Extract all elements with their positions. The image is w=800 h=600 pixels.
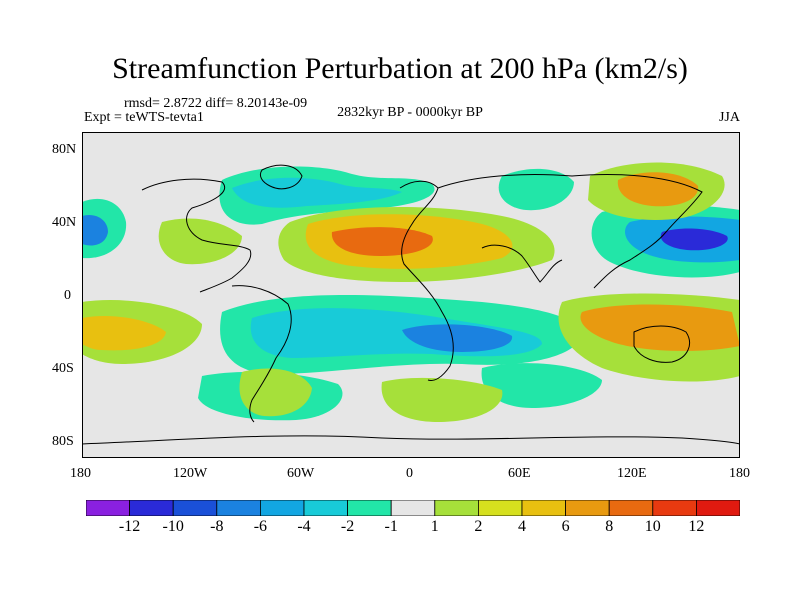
- colorbar-swatch: [216, 500, 261, 516]
- positive-anomaly-asia-core: [617, 172, 699, 207]
- coast-australia: [633, 325, 690, 363]
- negative-anomaly-west-pacific-core: [660, 228, 728, 251]
- colorbar-swatch: [86, 500, 130, 516]
- colorbar-swatch: [129, 500, 174, 516]
- colorbar-swatch: [259, 500, 305, 516]
- colorbar-label: 2: [474, 518, 483, 535]
- rmsd-diff-stats: rmsd= 2.8722 diff= 8.20143e-09: [124, 96, 308, 111]
- negative-anomaly-north-atlantic-core: [232, 177, 402, 208]
- colorbar: [86, 500, 740, 516]
- coast-greenland: [259, 164, 303, 190]
- colorbar-label: 12: [688, 518, 705, 535]
- colorbar-label: -12: [118, 518, 141, 535]
- colorbar-swatch: [303, 500, 348, 516]
- colorbar-swatch: [477, 500, 523, 516]
- contour-fields: [82, 162, 740, 422]
- coast-north-america: [141, 178, 252, 293]
- negative-anomaly-southern-ocean-east: [481, 363, 602, 408]
- colorbar-label: 4: [518, 518, 526, 535]
- colorbar-swatch: [390, 500, 436, 516]
- streamfunction-map: [82, 132, 740, 458]
- negative-anomaly-south-africa-core: [402, 324, 513, 352]
- colorbar-swatch: [347, 500, 392, 516]
- colorbar-label: -4: [297, 518, 311, 535]
- map-frame: [82, 132, 740, 458]
- positive-anomaly-north-america: [158, 218, 242, 265]
- colorbar-swatch: [565, 500, 610, 516]
- lat-tick-label: 0: [64, 288, 71, 303]
- colorbar-label: -2: [340, 518, 355, 535]
- coast-eurasia: [437, 174, 703, 289]
- lon-tick-label: 120E: [617, 466, 647, 481]
- colorbar-swatch: [434, 500, 479, 516]
- season-label: JJA: [718, 110, 740, 125]
- colorbar-swatch: [696, 500, 740, 516]
- colorbar-label: -8: [210, 518, 224, 535]
- lon-tick-label: 0: [406, 466, 413, 481]
- colorbar-label: -1: [384, 518, 398, 535]
- map-canvas: [82, 132, 740, 458]
- colorbar-swatch: [521, 500, 566, 516]
- lon-tick-label: 120W: [173, 466, 208, 481]
- colorbar-label: 10: [644, 518, 661, 535]
- lon-tick-label: 180: [729, 466, 750, 481]
- experiment-label: Expt = teWTS-tevta1: [84, 110, 204, 125]
- coast-india-arabia: [481, 244, 563, 283]
- colorbar-swatch: [172, 500, 218, 516]
- coast-south-america: [231, 285, 292, 423]
- positive-anomaly-south-pacific-west-core: [82, 315, 166, 351]
- positive-anomaly-south-america: [239, 368, 312, 417]
- colorbar-label: 6: [561, 518, 570, 535]
- positive-anomaly-australia-core: [580, 304, 740, 351]
- lon-tick-label: 60E: [508, 466, 531, 481]
- positive-anomaly-sahara-core: [331, 227, 433, 256]
- colorbar-label: -10: [162, 518, 184, 535]
- positive-anomaly-southern-indian: [381, 377, 503, 422]
- lat-tick-label: 80N: [52, 142, 77, 157]
- negative-anomaly-eurasia: [498, 168, 574, 211]
- lat-tick-label: 80S: [52, 434, 74, 449]
- colorbar-swatch: [608, 500, 654, 516]
- colorbar-label: -6: [253, 518, 268, 535]
- lon-tick-label: 60W: [287, 466, 315, 481]
- colorbar-label: 1: [430, 518, 439, 535]
- lat-tick-label: 40N: [52, 215, 77, 230]
- lat-tick-label: 40S: [52, 361, 74, 376]
- colorbar-swatch: [652, 500, 697, 516]
- coast-antarctica: [82, 435, 740, 445]
- coastlines: [82, 164, 740, 445]
- negative-anomaly-east-pacific-core: [82, 214, 108, 246]
- colorbar-label: 8: [605, 518, 614, 535]
- map-title: Streamfunction Perturbation at 200 hPa (…: [112, 52, 688, 85]
- lon-tick-label: 180: [70, 466, 91, 481]
- period-label: 2832kyr BP - 0000kyr BP: [337, 105, 483, 120]
